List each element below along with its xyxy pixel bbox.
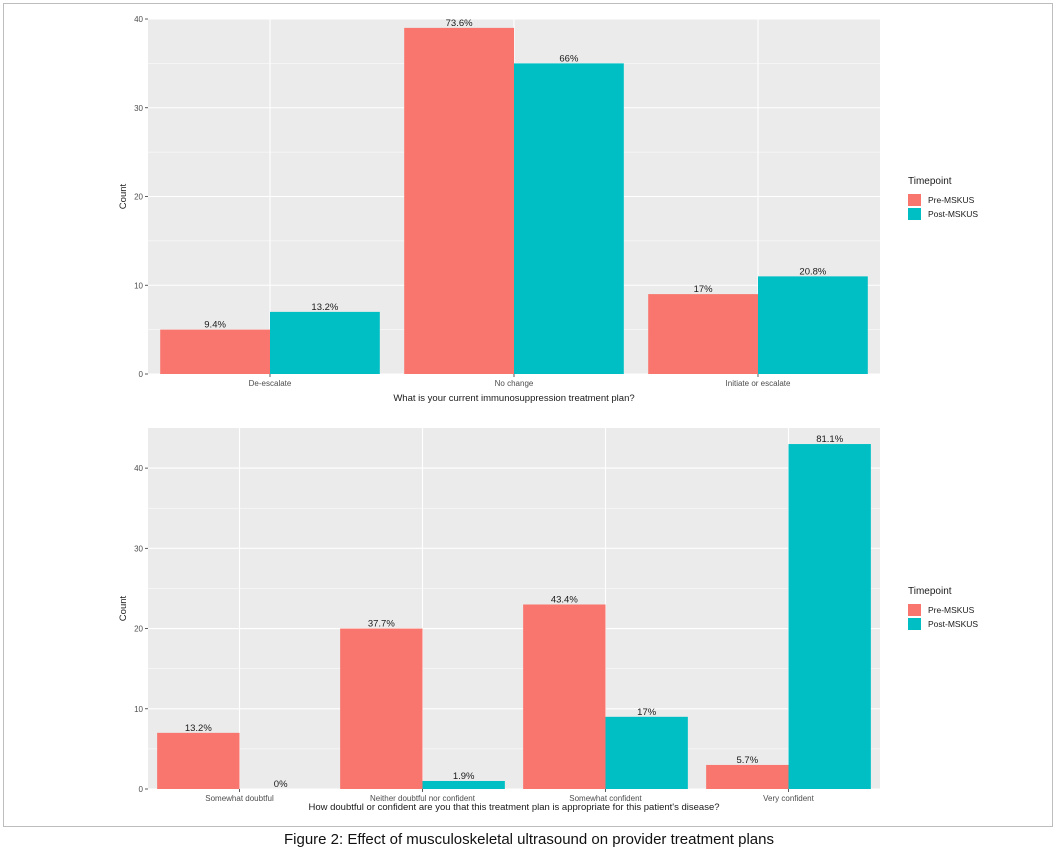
bar-label: 81.1% — [816, 434, 843, 445]
y-tick-label: 10 — [134, 281, 143, 290]
y-tick-label: 30 — [134, 104, 143, 113]
bar — [523, 604, 606, 789]
bar-label: 66% — [559, 53, 579, 64]
bar — [605, 716, 688, 789]
y-tick-label: 20 — [134, 193, 143, 202]
plot-panel — [148, 428, 880, 789]
bar — [160, 329, 270, 374]
legend-swatch — [908, 208, 921, 220]
y-tick-label: 0 — [139, 370, 144, 379]
bar — [270, 311, 380, 374]
bar — [404, 27, 514, 374]
bar-label: 0% — [274, 779, 288, 790]
x-tick-label: Very confident — [763, 794, 814, 803]
y-axis-title: Count — [118, 595, 129, 621]
bar — [157, 732, 240, 789]
y-tick-label: 0 — [139, 785, 144, 794]
y-tick-label: 40 — [134, 15, 143, 24]
y-tick-label: 20 — [134, 625, 143, 634]
bar-label: 13.2% — [185, 723, 212, 734]
x-tick-label: Somewhat confident — [569, 794, 642, 803]
bar-label: 13.2% — [311, 302, 338, 313]
legend-label: Pre-MSKUS — [928, 605, 975, 615]
legend-label: Post-MSKUS — [928, 209, 978, 219]
y-tick-label: 10 — [134, 705, 143, 714]
chart-2: 0 10 20 30 40 Somewhat doubtful Neither doubtf… — [118, 428, 978, 813]
bar — [340, 628, 423, 789]
bar — [758, 276, 868, 374]
legend-swatch — [908, 604, 921, 616]
bar — [788, 444, 871, 789]
bar — [706, 764, 789, 789]
bar-label: 17% — [637, 707, 657, 718]
x-tick-label: No change — [495, 379, 534, 388]
legend: Timepoint Pre-MSKUS Post-MSKUS — [908, 176, 978, 220]
legend-label: Post-MSKUS — [928, 619, 978, 629]
y-tick-label: 30 — [134, 544, 143, 553]
x-axis-title: How doubtful or confident are you that t… — [308, 802, 719, 813]
x-tick-label: De-escalate — [249, 379, 292, 388]
bar — [422, 780, 505, 789]
legend: Timepoint Pre-MSKUS Post-MSKUS — [908, 586, 978, 630]
bar-label: 43.4% — [551, 594, 578, 605]
legend-title: Timepoint — [908, 176, 952, 187]
legend-label: Pre-MSKUS — [928, 195, 975, 205]
legend-title: Timepoint — [908, 586, 952, 597]
bar-label: 37.7% — [368, 619, 395, 630]
x-axis-title: What is your current immunosuppression t… — [393, 393, 634, 404]
legend-swatch — [908, 618, 921, 630]
bar-label: 17% — [694, 284, 714, 295]
legend-swatch — [908, 194, 921, 206]
x-tick-label: Initiate or escalate — [726, 379, 791, 388]
chart-1: 0 10 20 30 40 De-escalate No change Initiate or… — [118, 15, 978, 404]
bar-label: 73.6% — [446, 18, 473, 29]
bar-label: 20.8% — [799, 266, 826, 277]
bar — [648, 294, 758, 374]
bar — [514, 63, 624, 374]
y-axis-title: Count — [118, 183, 129, 209]
y-tick-label: 40 — [134, 464, 143, 473]
figure-caption: Figure 2: Effect of musculoskeletal ultr… — [284, 831, 774, 848]
x-tick-label: Neither doubtful nor confident — [370, 794, 476, 803]
figure-charts: 0 10 20 30 40 De-escalate No change Initiate or… — [118, 15, 978, 813]
bar-label: 9.4% — [204, 320, 226, 331]
bar-label: 5.7% — [736, 755, 758, 766]
bar-label: 1.9% — [453, 771, 475, 782]
x-tick-label: Somewhat doubtful — [205, 794, 274, 803]
figure-frame — [3, 3, 1053, 827]
